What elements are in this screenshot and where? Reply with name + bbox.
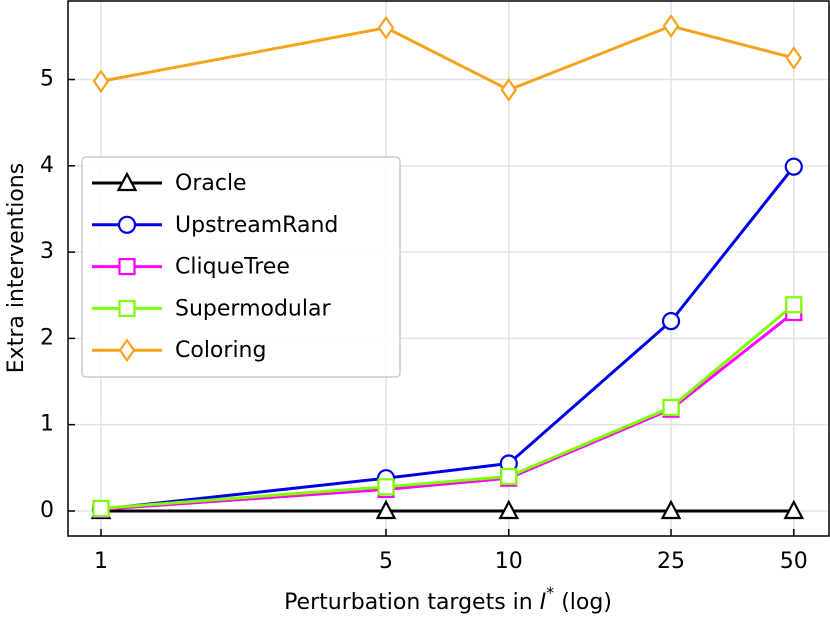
- marker: [500, 77, 518, 102]
- marker: [785, 296, 803, 314]
- marker: [92, 69, 110, 94]
- marker: [377, 478, 395, 496]
- x-tick-label: 50: [780, 549, 808, 574]
- x-label-part: I: [540, 590, 547, 615]
- y-axis-label: Extra interventions: [4, 163, 29, 373]
- marker: [118, 299, 136, 317]
- legend-label: UpstreamRand: [175, 213, 338, 238]
- marker: [117, 215, 137, 234]
- marker: [498, 499, 520, 520]
- y-tick-label: 1: [40, 412, 54, 437]
- x-label-part: Perturbation targets in: [284, 590, 540, 615]
- marker: [118, 338, 136, 363]
- marker: [500, 467, 518, 486]
- y-tick-label: 5: [40, 67, 54, 92]
- marker: [783, 499, 805, 520]
- legend-label: CliqueTree: [175, 255, 290, 280]
- y-tick-label: 2: [40, 325, 54, 350]
- legend-label: Oracle: [175, 171, 247, 196]
- marker: [662, 398, 680, 417]
- legend-label: Coloring: [175, 338, 266, 363]
- x-tick-label: 25: [657, 549, 685, 574]
- marker: [116, 171, 138, 192]
- marker: [660, 499, 682, 520]
- marker: [118, 258, 136, 276]
- x-tick-label: 10: [495, 549, 523, 574]
- x-label-part: *: [546, 583, 554, 602]
- legend-box: [81, 156, 401, 378]
- x-label-part: (log): [554, 590, 612, 615]
- marker: [375, 499, 397, 520]
- series-line: [100, 24, 795, 92]
- x-tick-label: 1: [94, 549, 108, 574]
- plot-frame: [67, 0, 830, 537]
- y-tick-label: 3: [40, 239, 54, 264]
- marker: [662, 14, 680, 38]
- marker: [661, 312, 681, 331]
- legend: Oracle UpstreamRand CliqueTree Supermodular…: [81, 156, 401, 378]
- x-tick-label: 5: [379, 549, 393, 574]
- marker: [785, 46, 803, 70]
- y-tick-label: 0: [40, 498, 54, 523]
- x-axis-label: Perturbation targets in I* (log): [284, 583, 612, 616]
- y-tick-label: 4: [40, 153, 54, 178]
- marker: [784, 157, 803, 176]
- legend-label: Supermodular: [175, 296, 331, 321]
- marker: [377, 15, 395, 40]
- marker: [92, 499, 110, 517]
